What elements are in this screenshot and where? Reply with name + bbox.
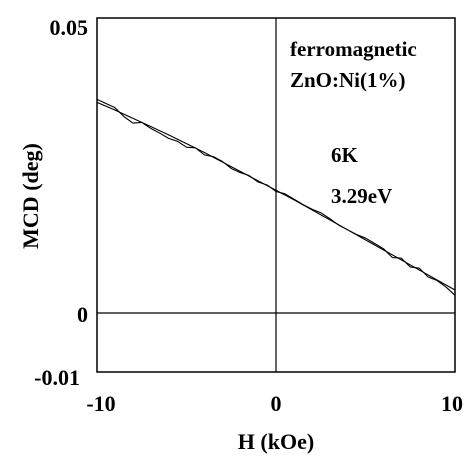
y-axis-title: MCD (deg) [18, 143, 43, 249]
annotation-temperature: 6K [331, 143, 359, 167]
x-tick-label-zero: 0 [271, 391, 282, 416]
x-tick-label-max: 10 [441, 391, 463, 416]
series-line-1 [96, 101, 456, 291]
x-axis-title: H (kOe) [238, 429, 314, 454]
y-tick-label-min: -0.01 [34, 365, 80, 390]
y-tick-label-zero: 0 [77, 302, 88, 327]
y-tick-label-max: 0.05 [50, 15, 89, 40]
annotation-energy: 3.29eV [331, 184, 392, 208]
x-tick-label-min: -10 [86, 391, 115, 416]
series-layer [96, 98, 456, 296]
series-line-2 [96, 98, 456, 296]
annotation-ferromagnetic: ferromagnetic [290, 37, 417, 61]
annotation-sample: ZnO:Ni(1%) [290, 68, 406, 92]
